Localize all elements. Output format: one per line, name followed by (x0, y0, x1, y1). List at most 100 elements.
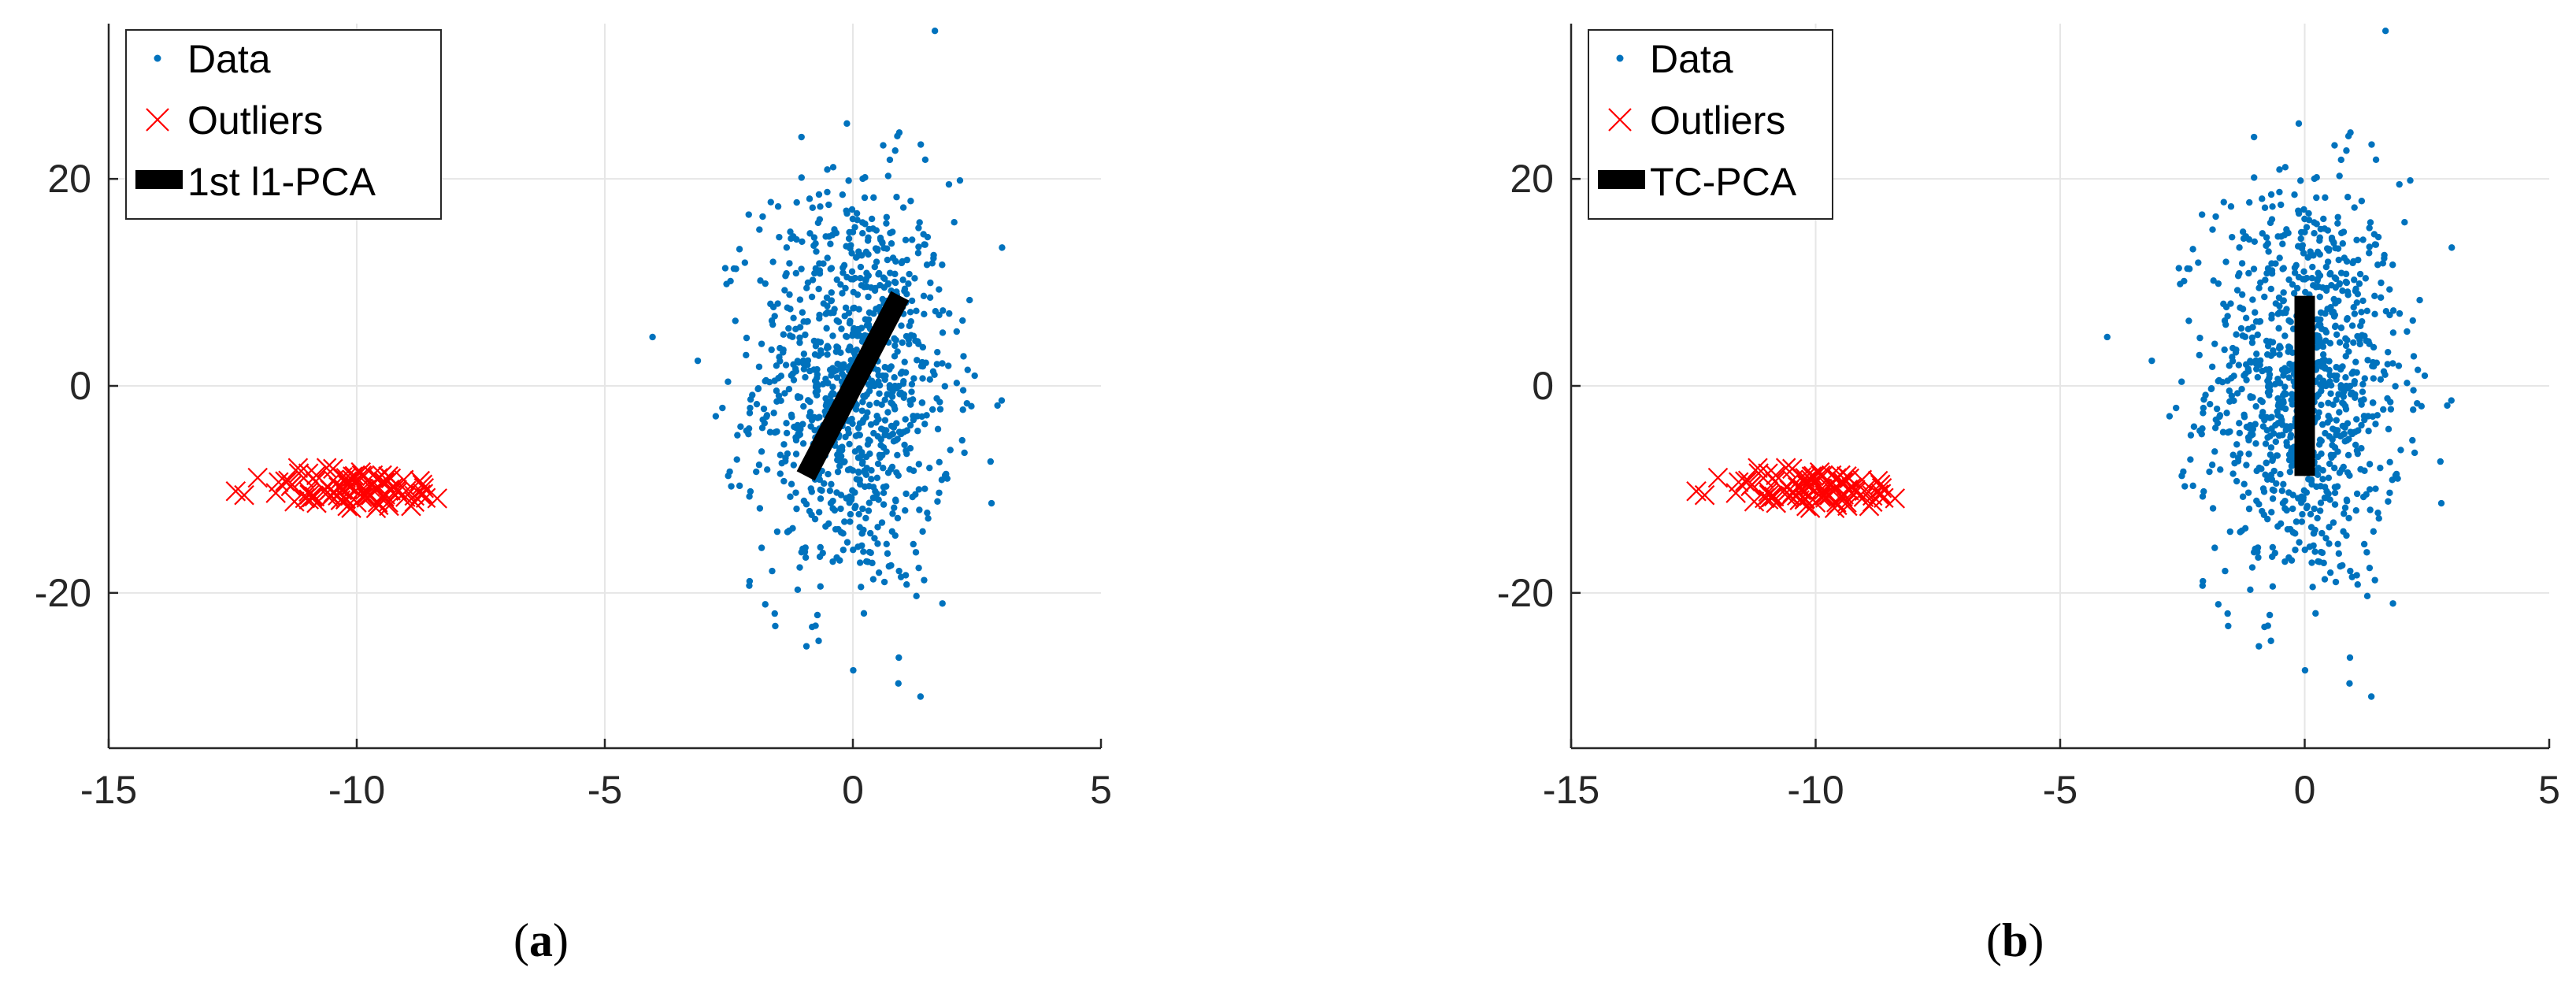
panel-b-data-point (2337, 269, 2345, 276)
panel-b-y-tick-label: -20 (1497, 571, 1554, 615)
panel-a-data-point (902, 572, 910, 579)
panel-a-data-point (862, 248, 870, 256)
panel-a-data-point (859, 230, 866, 237)
panel-a-outlier-point (269, 472, 289, 493)
panel-b-data-point (2267, 444, 2275, 451)
panel-a-data-point (919, 528, 926, 536)
panel-a-data-point (781, 390, 788, 397)
panel-b-data-point (2215, 376, 2222, 384)
panel-b-data-point (2339, 287, 2346, 295)
panel-a-data-point (899, 339, 906, 347)
panel-b-data-point (2296, 539, 2303, 546)
panel-b-data-point (2300, 250, 2307, 257)
panel-b-data-point (2318, 548, 2325, 556)
panel-b-data-point (2448, 397, 2455, 404)
panel-a-data-point (876, 304, 883, 311)
panel-a-data-point (881, 376, 888, 384)
panel-b-data-point (2345, 514, 2352, 522)
panel-a-data-point (860, 417, 867, 424)
panel-a-data-point (821, 480, 828, 487)
panel-b-data-point (2274, 310, 2281, 317)
panel-b-outlier-point (1870, 484, 1892, 504)
panel-a-data-point (863, 465, 870, 472)
panel-b-data-point (2252, 421, 2259, 428)
panel-b-data-point (2380, 406, 2387, 413)
panel-a-data-point (794, 586, 802, 594)
panel-a-data-point (939, 261, 946, 269)
panel-b-data-point (2238, 385, 2245, 393)
panel-b-data-point (2304, 502, 2311, 510)
panel-b-data-point (2416, 296, 2423, 304)
panel-a-data-point (888, 431, 895, 438)
panel-b-data-point (2255, 554, 2262, 562)
panel-a-data-point (898, 322, 905, 329)
panel-a-data-point (843, 539, 851, 546)
panel-a-data-point (857, 274, 864, 282)
panel-a-data-point (840, 264, 847, 272)
panel-a-data-point (774, 203, 782, 210)
panel-b-data-point (2316, 436, 2324, 443)
panel-b-data-point (2313, 194, 2320, 202)
panel-a-outlier-point (395, 487, 416, 507)
panel-a-data-point (745, 211, 752, 218)
panel-b-data-point (2437, 499, 2445, 507)
panel-b-data-point (2268, 315, 2275, 322)
panel-a-data-point (869, 576, 877, 583)
panel-b-data-point (2237, 324, 2245, 332)
panel-a-data-point (817, 486, 824, 494)
panel-b-data-point (2315, 409, 2322, 417)
panel-b-data-point (2241, 480, 2248, 487)
panel-b-data-point (2313, 221, 2320, 228)
panel-a-data-point (770, 410, 777, 417)
panel-b-data-point (2342, 406, 2350, 413)
panel-b-data-point (2245, 450, 2252, 458)
panel-a-data-point (900, 428, 908, 436)
panel-b-data-point (2277, 344, 2284, 351)
panel-a-data-point (824, 302, 831, 310)
panel-b-data-point (2350, 339, 2357, 347)
panel-a-data-point (831, 226, 838, 233)
panel-a-data-point (822, 310, 829, 317)
panel-b-data-point (2238, 260, 2246, 267)
panel-a-data-point (893, 420, 900, 427)
panel-a-data-point (799, 309, 806, 316)
panel-b-data-point (2394, 475, 2401, 482)
panel-a-data-point (782, 361, 790, 369)
panel-b-data-point (2278, 487, 2286, 495)
panel-a-legend-label: Data (187, 37, 271, 81)
panel-b-data-point (2342, 374, 2349, 381)
panel-b-y-tick-label: 20 (1510, 157, 1554, 201)
panel-b-outlier-point (1851, 469, 1873, 491)
panel-a-data-point (895, 680, 902, 687)
panel-b-data-point (2414, 399, 2421, 407)
panel-b-data-point (2185, 265, 2193, 272)
panel-b-legend-outliers-marker (1608, 108, 1632, 132)
panel-a-data-point (920, 292, 928, 299)
panel-b-data-point (2207, 385, 2215, 393)
panel-b-outlier-point (1686, 480, 1707, 502)
panel-a-data-point (755, 363, 763, 370)
panel-b-data-point (2363, 549, 2370, 556)
panel-b-data-point (2370, 375, 2377, 382)
panel-b-data-point (2243, 461, 2250, 469)
panel-b-data-point (2336, 339, 2344, 346)
panel-b-data-point (2259, 195, 2266, 202)
panel-a-data-point (907, 198, 914, 205)
panel-b-data-point (2228, 392, 2236, 399)
panel-a-data-point (777, 358, 784, 365)
panel-b-outlier-point (1862, 485, 1883, 506)
panel-a-data-point (881, 432, 888, 439)
panel-b-data-point (2239, 493, 2247, 500)
panel-a-data-point (815, 352, 822, 359)
panel-a-data-point (845, 235, 853, 243)
panel-b-data-point (2298, 499, 2305, 506)
panel-b-data-point (2329, 309, 2336, 316)
panel-a-data-point (798, 133, 805, 141)
panel-b-data-point (2331, 142, 2338, 149)
panel-a-data-point (888, 240, 895, 247)
panel-b-data-point (2240, 235, 2248, 243)
panel-a-data-point (756, 505, 764, 512)
panel-a-data-point (719, 404, 726, 412)
panel-a-data-point (747, 487, 754, 495)
panel-b-data-point (2289, 281, 2296, 288)
